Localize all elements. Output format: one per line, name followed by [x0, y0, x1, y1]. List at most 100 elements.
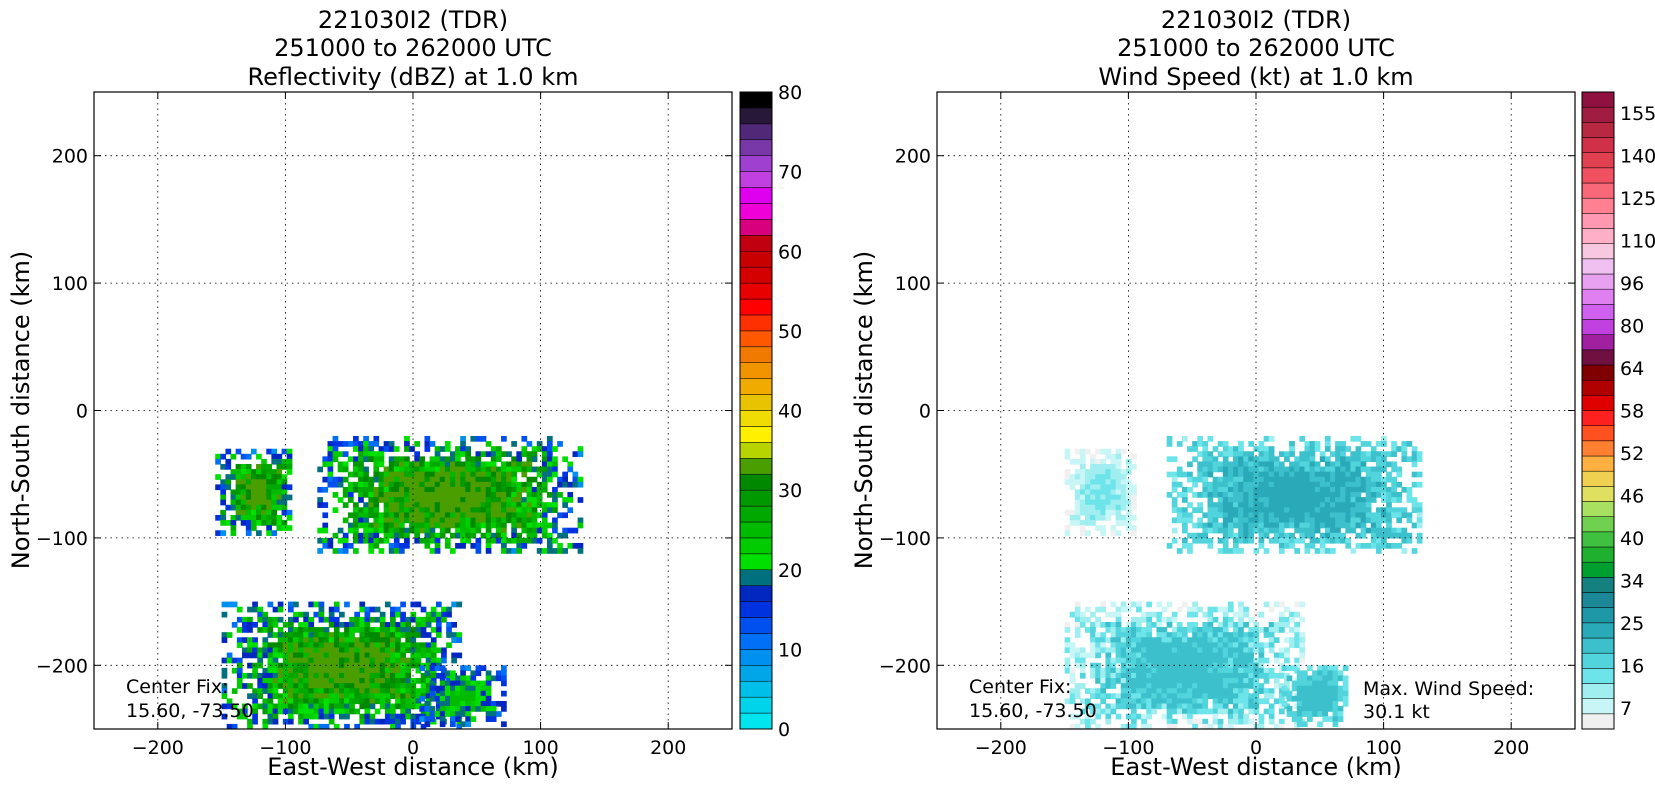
data-cell [557, 542, 563, 549]
data-cell [277, 606, 284, 613]
data-cell [1268, 647, 1275, 654]
data-cell [231, 657, 238, 664]
data-cell [1294, 507, 1300, 514]
data-cell [439, 522, 446, 529]
data-cell [1100, 509, 1107, 516]
data-cell [1197, 471, 1204, 478]
data-cell [1105, 509, 1112, 516]
data-cell [414, 471, 420, 478]
data-cell [395, 688, 401, 694]
x-tick-label: −200 [975, 737, 1027, 759]
y-tick-label: 100 [52, 273, 88, 295]
data-cell [1268, 642, 1275, 649]
data-cell [1146, 723, 1152, 729]
data-cell [1105, 718, 1112, 725]
data-cell [450, 685, 456, 692]
data-cell [1166, 672, 1173, 679]
data-cell [347, 522, 354, 529]
data-cell [444, 446, 451, 452]
data-cell [1268, 522, 1275, 529]
data-cell [1284, 466, 1290, 473]
data-cell [344, 627, 350, 633]
data-cell [1181, 672, 1188, 679]
data-cell [439, 532, 446, 539]
data-cell [501, 527, 507, 534]
data-cell [231, 688, 238, 694]
data-cell [1411, 456, 1418, 463]
data-cell [495, 466, 502, 473]
data-cell [446, 632, 452, 638]
data-cell [1263, 642, 1270, 649]
data-cell [378, 517, 385, 524]
data-cell [272, 652, 279, 659]
data-cell [404, 466, 410, 473]
data-cell [240, 479, 247, 485]
data-cell [1416, 537, 1423, 544]
data-cell [317, 537, 324, 544]
data-cell [1268, 466, 1275, 473]
data-cell [450, 456, 456, 463]
data-cell [318, 642, 325, 649]
data-cell [303, 632, 309, 638]
data-cell [434, 522, 441, 529]
data-cell [1317, 700, 1323, 707]
data-cell [495, 502, 502, 508]
data-cell [1090, 479, 1096, 485]
colorbar-segment [1581, 592, 1615, 608]
data-cell [1327, 670, 1334, 677]
data-cell [1222, 512, 1229, 519]
data-cell [1330, 461, 1336, 468]
data-cell [485, 502, 492, 508]
data-cell [313, 601, 320, 608]
data-cell [271, 504, 278, 511]
data-cell [410, 642, 417, 649]
data-cell [1181, 642, 1188, 649]
data-cell [475, 512, 482, 519]
data-cell [1263, 466, 1270, 473]
data-cell [1130, 642, 1137, 649]
data-cell [1309, 492, 1316, 498]
data-cell [470, 542, 477, 549]
data-cell [277, 667, 284, 674]
data-cell [272, 708, 279, 715]
x-tick-label: 100 [522, 737, 558, 759]
data-cell [1074, 520, 1081, 526]
data-cell [404, 446, 410, 452]
data-cell [1350, 435, 1357, 442]
data-cell [245, 464, 252, 470]
data-cell [1304, 471, 1311, 478]
data-cell [383, 466, 390, 473]
data-cell [1391, 497, 1397, 503]
data-cell [1095, 688, 1101, 694]
data-cell [277, 698, 284, 705]
data-cell [1258, 451, 1265, 457]
data-cell [1176, 637, 1183, 643]
data-cell [450, 721, 456, 728]
data-cell [1304, 507, 1311, 514]
data-cell [419, 497, 426, 503]
data-cell [485, 680, 492, 687]
data-cell [1156, 698, 1163, 705]
data-cell [1217, 637, 1224, 643]
data-cell [1115, 464, 1122, 470]
data-cell [419, 476, 426, 483]
data-cell [490, 675, 497, 682]
data-cell [1222, 637, 1229, 643]
data-cell [1335, 481, 1341, 488]
data-cell [1095, 509, 1101, 516]
data-cell [495, 522, 502, 529]
data-cell [242, 627, 248, 633]
data-cell [1381, 466, 1387, 473]
data-cell [1233, 632, 1239, 638]
colorbar-segment [1581, 410, 1615, 426]
data-cell [424, 537, 431, 544]
data-cell [480, 476, 487, 483]
data-cell [1125, 632, 1132, 638]
data-cell [1181, 678, 1188, 684]
data-cell [364, 637, 371, 643]
data-cell [1212, 678, 1219, 684]
data-cell [1222, 662, 1229, 669]
data-cell [1100, 525, 1107, 531]
data-cell [313, 611, 320, 618]
data-cell [495, 527, 502, 534]
